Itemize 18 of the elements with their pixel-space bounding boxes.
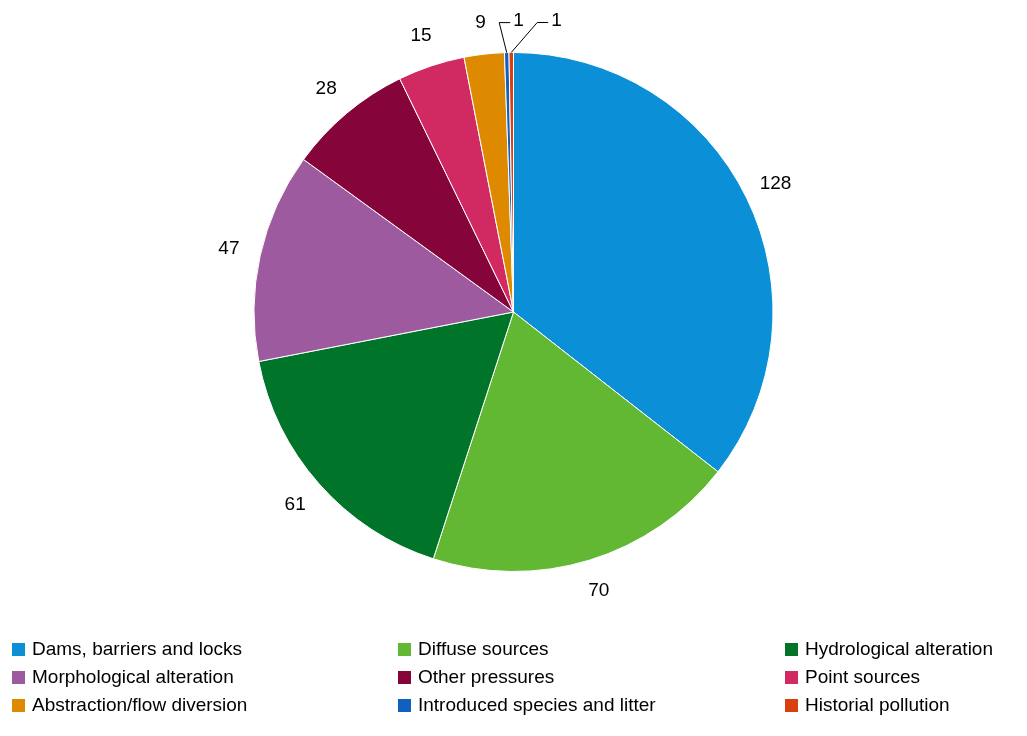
legend-label: Abstraction/flow diversion [32,694,248,716]
legend-label: Introduced species and litter [418,694,656,716]
data-label: 28 [315,76,337,98]
legend-label: Historial pollution [805,694,950,716]
data-label: 61 [284,493,306,515]
data-label: 47 [218,237,240,259]
data-label: 15 [410,23,432,45]
legend-label: Morphological alteration [32,666,234,688]
legend-label: Other pressures [418,666,555,688]
data-label: 70 [588,579,610,600]
data-label: 9 [475,10,486,32]
legend-label: Hydrological alteration [805,638,993,660]
data-label: 128 [759,172,792,194]
legend-label: Diffuse sources [418,638,549,660]
legend-label: Dams, barriers and locks [32,638,243,660]
legend-label: Point sources [805,666,921,688]
data-label: 1 [513,8,524,30]
data-label: 1 [551,8,562,30]
